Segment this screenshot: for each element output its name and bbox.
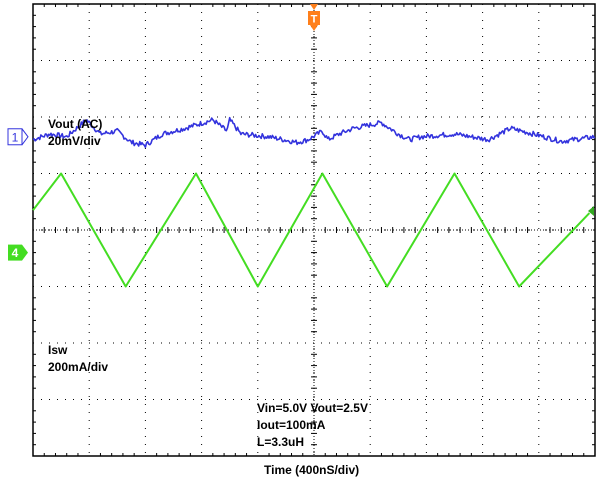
channel-4-number: 4: [12, 246, 19, 260]
channel-4-level-marker: [588, 206, 594, 217]
channel-4-marker: 4: [8, 244, 28, 261]
annotation-vin-vout: Vin=5.0V Vout=2.5V: [257, 401, 368, 415]
annotation-inductor: L=3.3uH: [257, 435, 305, 449]
x-axis-label: Time (400nS/div): [264, 463, 360, 477]
annotation-iout: Iout=100mA: [257, 418, 326, 432]
trigger-marker-box: [308, 11, 320, 25]
channel-1-scale: 20mV/div: [48, 134, 101, 148]
traces: [32, 116, 596, 288]
channel-4-marker-arrow: [22, 244, 28, 261]
channel-1-marker: 1: [7, 128, 29, 146]
trace-isw: [32, 172, 591, 288]
trace-vout: [32, 116, 596, 148]
trigger-position-arrow: [310, 4, 318, 10]
channel-1-number: 1: [12, 130, 19, 144]
channel-4-name: Isw: [48, 343, 68, 357]
trigger-marker-arrow: [310, 25, 318, 31]
channel-1-name: Vout (AC): [48, 117, 103, 131]
markers: 1 4 T: [7, 4, 594, 261]
graticule: [32, 3, 596, 457]
channel-4-marker-box: [8, 244, 22, 261]
channel-1-marker-arrow: [21, 128, 29, 146]
trigger-marker-label: T: [311, 14, 318, 26]
trigger-marker: T: [308, 4, 320, 31]
channel-1-marker-box: [7, 128, 23, 146]
channel-4-scale: 200mA/div: [48, 360, 109, 374]
